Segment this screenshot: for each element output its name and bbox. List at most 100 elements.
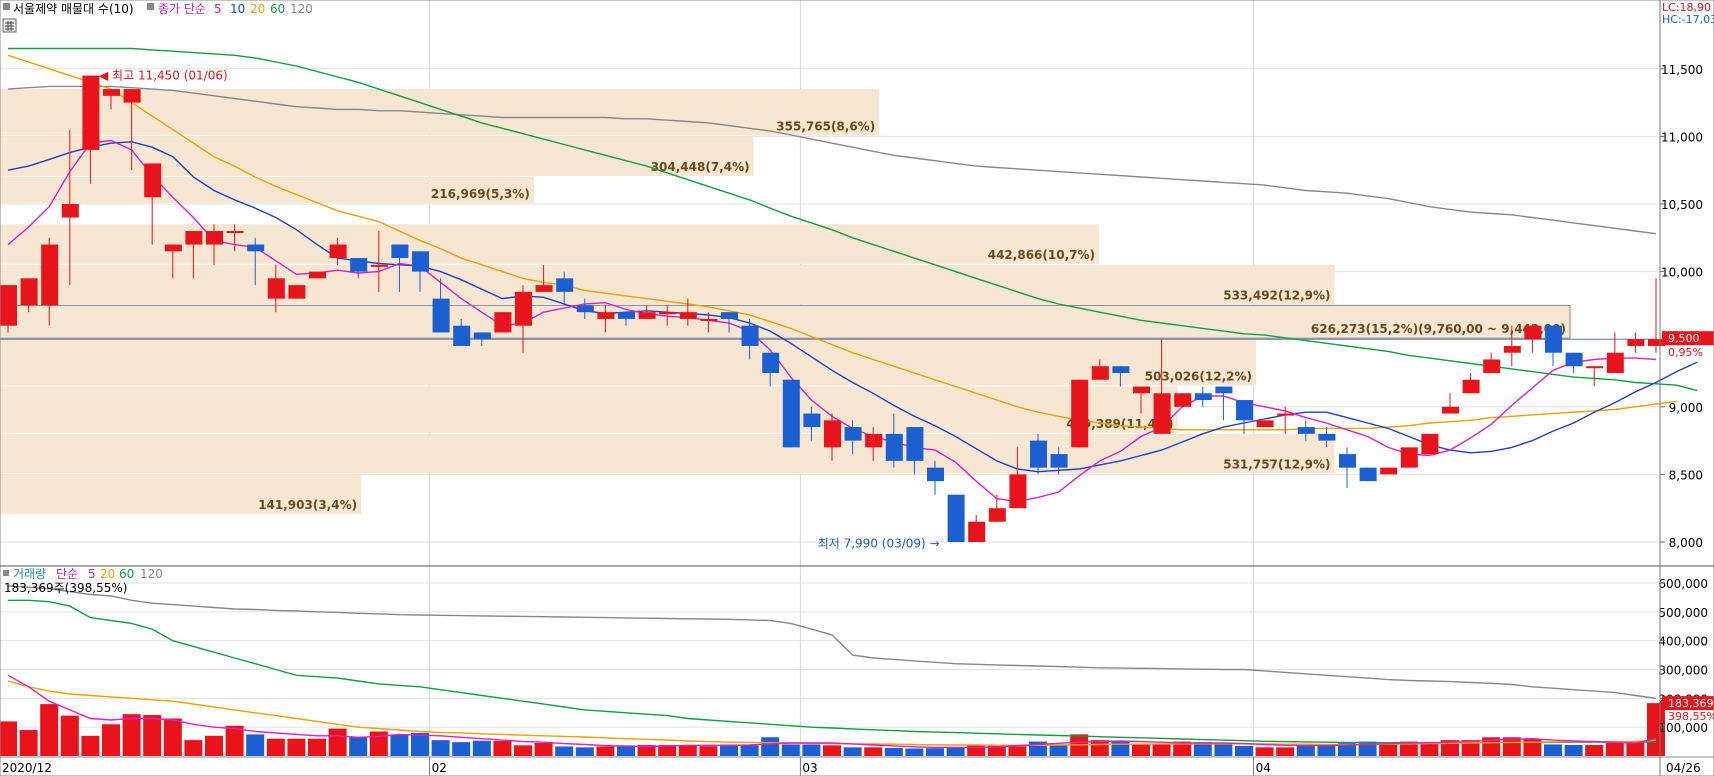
candle-body (1009, 474, 1027, 509)
volume-bar (926, 748, 944, 756)
candle-body (82, 75, 100, 150)
price-tick-label: 11,000 (1661, 130, 1703, 144)
candle-body (288, 285, 306, 299)
volume-profile: 355,765(8,6%) 304,448(7,4%) 216,969(5,3%) 4… (0, 89, 1658, 514)
volume-bar (678, 745, 697, 756)
volume-summary: 183,369주(398,55%) (4, 581, 127, 595)
volume-bar (369, 731, 388, 756)
chart-settings-icon[interactable] (2, 18, 17, 33)
ma-period-120: 120 (290, 2, 313, 16)
volume-bar (1296, 745, 1315, 756)
volume-bar (1585, 745, 1604, 756)
volume-bar (225, 725, 244, 756)
volume-bar (1276, 747, 1295, 756)
volume-bar (1605, 743, 1624, 756)
price-tick-label: 11,500 (1661, 63, 1703, 77)
volume-bar (1235, 745, 1253, 756)
chart-labels: ◀ 최고 11,450 (01/06) 최저 7,990 (03/09) → 9,5… (99, 69, 1714, 723)
candle-body (988, 508, 1006, 522)
candle-body (453, 325, 471, 346)
ma-bullet-icon (147, 3, 154, 10)
candle-body (721, 312, 738, 319)
volume-bar (823, 745, 841, 756)
candle-body (391, 244, 409, 259)
volume-ma60-line (8, 599, 1657, 744)
candle-body (618, 312, 635, 319)
volume-bar (514, 745, 532, 756)
ma120-line (7, 85, 1657, 235)
volume-bar (1214, 744, 1233, 756)
candle-body (1462, 379, 1480, 394)
volume-bar (802, 744, 821, 756)
volume-bar (596, 746, 615, 756)
volume-bar (720, 744, 738, 756)
volume-bar (1049, 745, 1068, 756)
candle-body (1586, 366, 1604, 369)
candle-body (1565, 352, 1583, 367)
candle-body (185, 231, 203, 245)
volume-bar (390, 734, 409, 756)
volume-bar (1626, 741, 1645, 756)
candle-body (103, 89, 120, 96)
candle-body (247, 244, 265, 252)
ma10-line (7, 141, 1698, 473)
ma-period-20: 20 (250, 2, 265, 16)
candle-body (1297, 427, 1315, 434)
volume-bar (0, 721, 17, 756)
candle-body (659, 312, 677, 315)
hc-label: HC:-17,03 (1662, 13, 1714, 26)
volume-profile-band (0, 304, 1571, 339)
title-bullet-icon (3, 3, 10, 10)
candle-body (1112, 366, 1130, 373)
last-volume-label: 183,369 (1668, 697, 1714, 710)
volume-bar (1008, 746, 1027, 756)
candle-body (844, 427, 862, 441)
ma-period-60: 60 (270, 2, 285, 16)
candle-body (556, 278, 574, 292)
candle-body (20, 278, 38, 306)
candles (0, 75, 1665, 542)
price-tick-label: 9,000 (1669, 401, 1703, 415)
volume-profile-label: 531,757(12,9%) (1223, 457, 1330, 471)
candle-body (267, 278, 285, 299)
candle-body (1380, 467, 1398, 475)
candle-body (1050, 454, 1068, 468)
volume-bar (1132, 744, 1150, 756)
volume-ma-period-60: 60 (119, 567, 134, 581)
low-annotation: 최저 7,990 (03/09) → (818, 536, 940, 550)
volume-bar (40, 704, 59, 756)
candle-body (1503, 345, 1521, 353)
candle-body (1524, 325, 1542, 340)
candle-body (164, 244, 182, 252)
candle-body (576, 305, 594, 313)
volume-bar (1461, 740, 1480, 756)
candle-body (638, 312, 656, 319)
volume-bar (905, 748, 924, 756)
last-change-label: 0,95% (1668, 346, 1703, 359)
volume-ma-lines (7, 585, 1657, 749)
volume-bar (246, 734, 265, 756)
volume-bar (1090, 740, 1109, 756)
volume-profile-band (0, 386, 1178, 433)
candle-body (947, 494, 965, 542)
candle-body (1215, 386, 1233, 394)
volume-tick-label: 600,000 (1658, 577, 1708, 591)
chart-title: 서울제약 매물대 수(10) (13, 1, 134, 16)
price-tick-label: 8,500 (1669, 468, 1703, 482)
price-tick-label: 10,500 (1661, 198, 1703, 212)
ma-period-5: 5 (214, 2, 222, 16)
date-tick-label: 04 (1256, 761, 1271, 775)
volume-bar (864, 747, 883, 756)
lc-label: LC:18,90 (1662, 1, 1711, 14)
candle-body (61, 204, 79, 218)
volume-bar (266, 738, 285, 756)
volume-profile-band (0, 474, 362, 514)
candle-body (309, 271, 326, 279)
volume-profile-band (0, 339, 1256, 386)
volume-bar (1420, 743, 1439, 756)
candle-body (1359, 467, 1377, 482)
candle-body (473, 332, 491, 340)
candle-body (1194, 393, 1212, 401)
price-tick-label: 8,000 (1669, 536, 1703, 550)
volume-ma-prefix: 단순 (56, 567, 78, 581)
